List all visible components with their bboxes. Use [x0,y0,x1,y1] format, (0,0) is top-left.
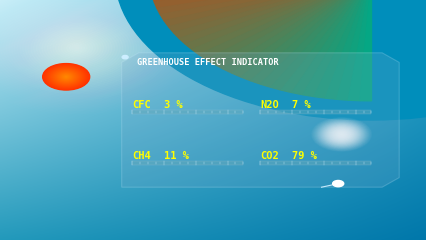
Circle shape [317,121,365,148]
Wedge shape [348,0,371,101]
Circle shape [115,0,426,120]
Circle shape [65,76,67,78]
Wedge shape [260,0,371,87]
Circle shape [332,180,343,187]
Text: CH4: CH4 [132,151,151,161]
Circle shape [337,132,344,136]
Text: CFC: CFC [132,100,151,110]
Circle shape [320,123,362,146]
Wedge shape [191,0,371,54]
Circle shape [57,72,75,82]
Text: 79 %: 79 % [292,151,317,161]
Bar [132,110,243,114]
Circle shape [64,75,68,78]
Wedge shape [313,0,371,98]
Wedge shape [302,0,371,96]
Bar [260,161,371,165]
Circle shape [52,69,80,85]
Circle shape [332,129,350,139]
Circle shape [331,129,351,140]
Wedge shape [250,0,371,84]
Text: 3 %: 3 % [164,100,183,110]
Circle shape [327,126,355,142]
Wedge shape [157,0,371,15]
Wedge shape [291,0,371,95]
Circle shape [60,73,72,80]
Circle shape [50,68,82,86]
Circle shape [330,128,352,141]
Wedge shape [336,0,371,100]
Circle shape [55,71,77,83]
Circle shape [326,126,356,143]
Circle shape [122,55,128,59]
Wedge shape [240,0,371,81]
Circle shape [319,122,363,147]
Bar [132,161,243,165]
Circle shape [61,74,71,80]
Wedge shape [199,0,371,60]
Circle shape [53,70,79,84]
Circle shape [48,67,83,87]
Wedge shape [168,0,371,33]
Circle shape [59,73,73,81]
Circle shape [334,130,348,138]
Circle shape [321,123,361,146]
Circle shape [340,134,342,135]
Circle shape [58,72,74,81]
Circle shape [322,124,360,145]
Circle shape [44,65,88,89]
Wedge shape [325,0,371,99]
Wedge shape [222,0,371,73]
Circle shape [43,64,89,90]
Wedge shape [179,0,371,44]
Circle shape [334,131,347,138]
Text: CO2: CO2 [260,151,279,161]
Circle shape [46,65,86,88]
Circle shape [56,71,76,82]
Polygon shape [121,53,398,187]
Wedge shape [270,0,371,90]
Circle shape [62,74,70,79]
Circle shape [49,67,83,86]
Wedge shape [280,0,371,92]
Wedge shape [173,0,371,38]
Text: 7 %: 7 % [292,100,311,110]
Wedge shape [164,0,371,27]
Circle shape [339,133,343,136]
Circle shape [43,64,89,90]
Text: GREENHOUSE EFFECT INDICATOR: GREENHOUSE EFFECT INDICATOR [136,58,278,67]
Circle shape [51,68,81,85]
Wedge shape [152,0,371,2]
Wedge shape [185,0,371,49]
Circle shape [337,132,345,137]
Circle shape [318,121,364,147]
Wedge shape [206,0,371,64]
Circle shape [328,127,354,142]
Wedge shape [231,0,371,77]
Circle shape [316,120,366,148]
Circle shape [54,70,78,84]
Bar [260,110,371,114]
Text: N2O: N2O [260,100,279,110]
Circle shape [329,128,353,141]
Circle shape [336,132,346,137]
Wedge shape [154,0,371,8]
Circle shape [333,130,349,139]
Text: 11 %: 11 % [164,151,189,161]
Circle shape [63,75,69,79]
Circle shape [323,124,359,144]
Circle shape [46,66,86,88]
Wedge shape [160,0,371,21]
Circle shape [315,120,367,149]
Wedge shape [214,0,371,69]
Circle shape [325,125,357,144]
Circle shape [47,66,85,87]
Circle shape [324,125,358,144]
Wedge shape [359,0,371,101]
